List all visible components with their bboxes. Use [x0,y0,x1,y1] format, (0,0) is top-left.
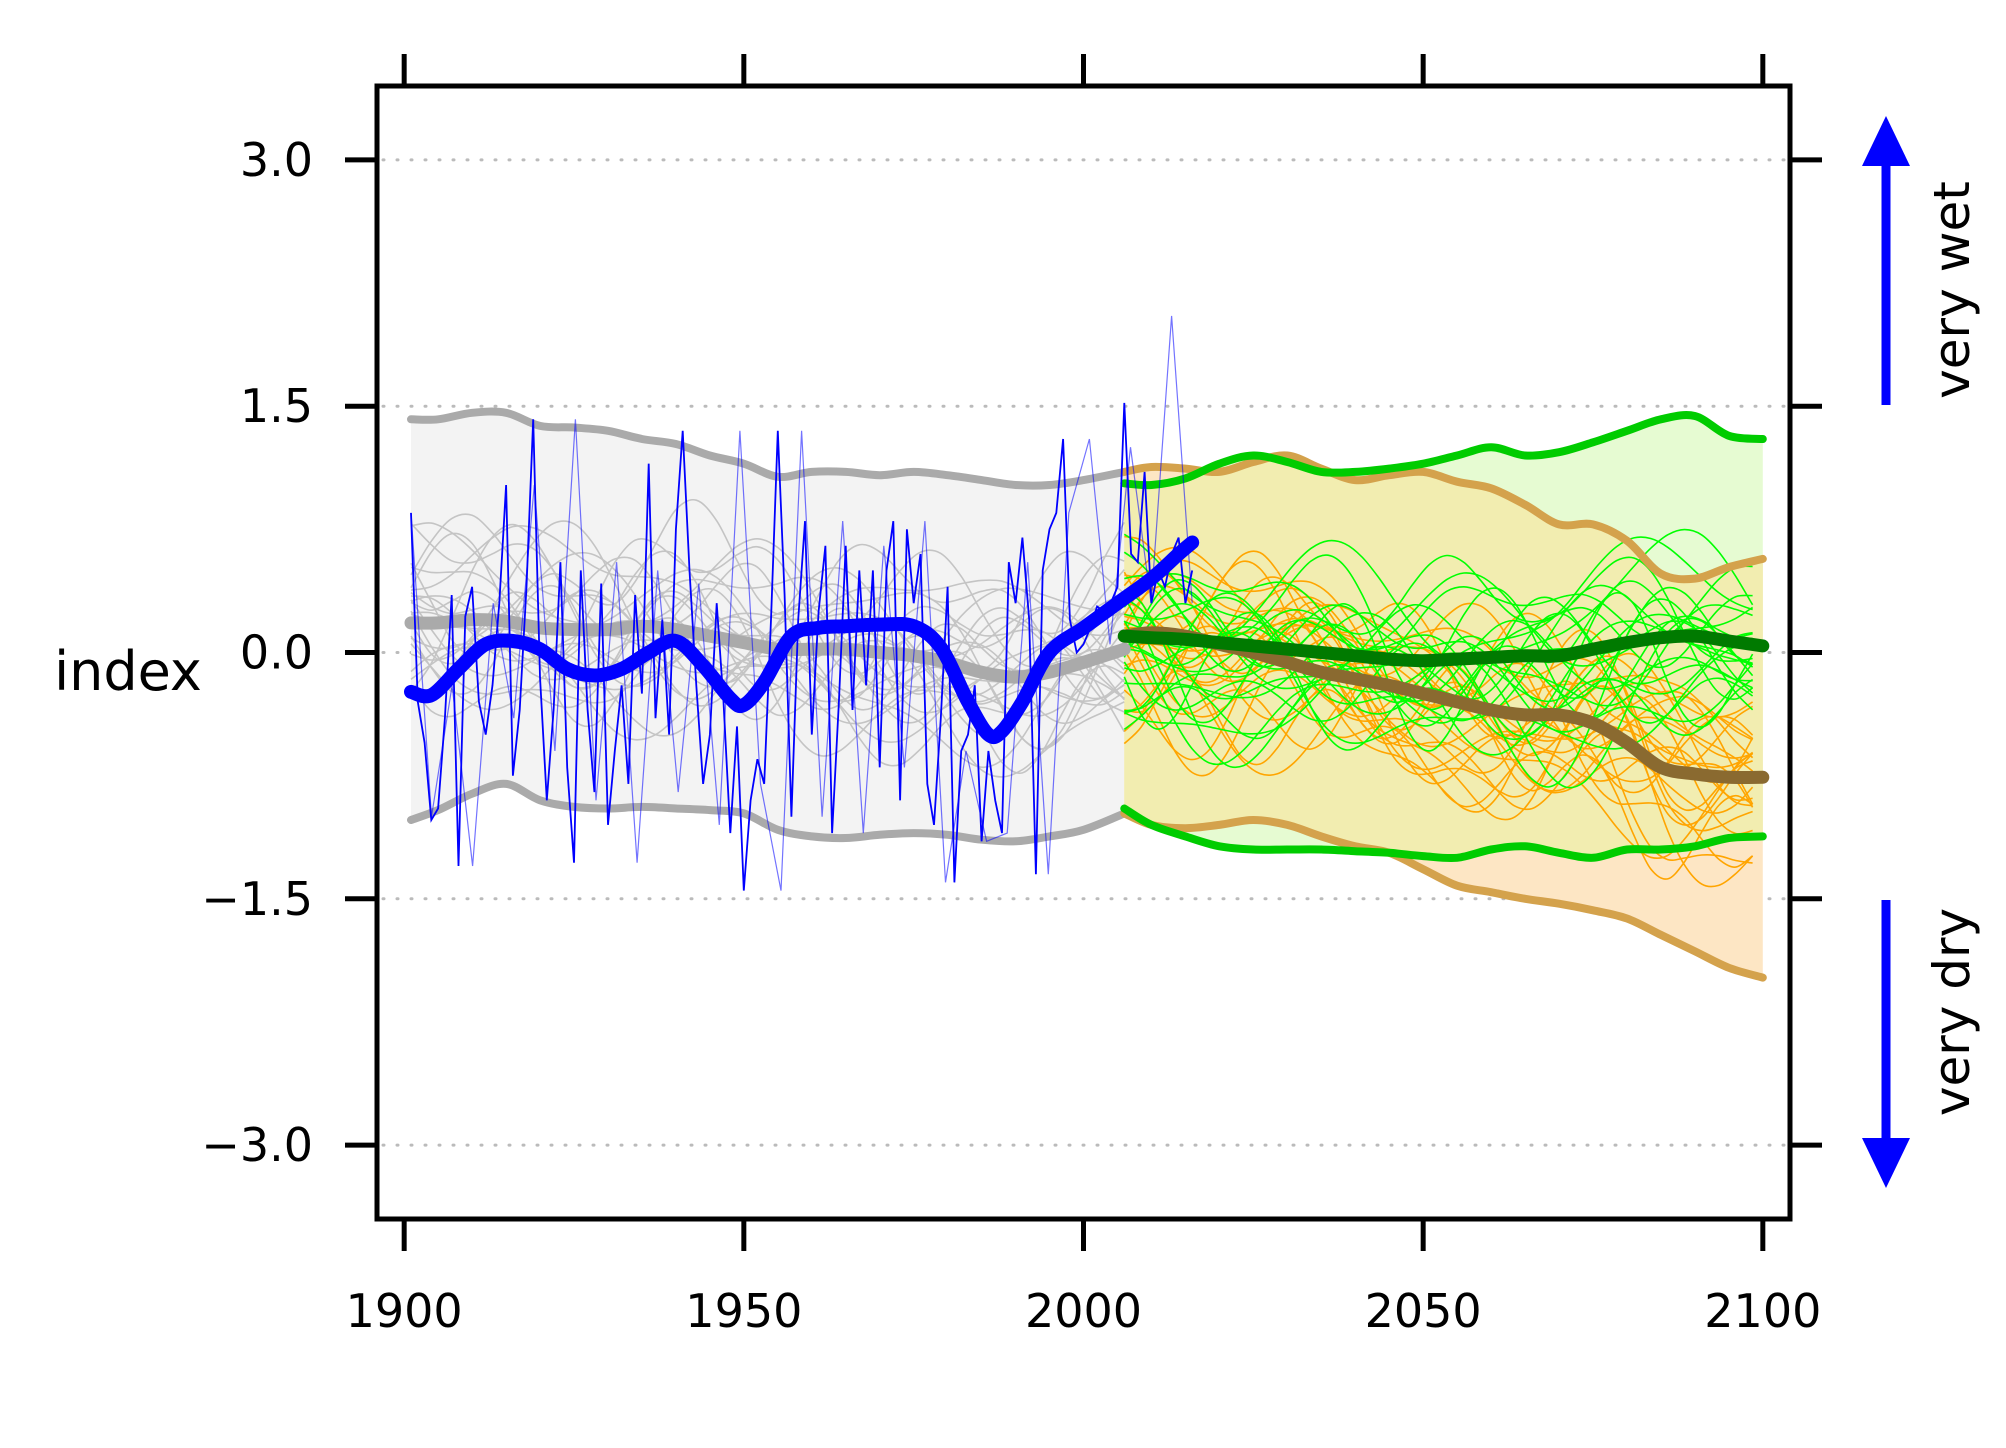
y-tick-label: 1.5 [240,379,313,433]
historical-member-line [410,532,1125,703]
orange-member-line [1123,599,1754,769]
dry-arrow-head [1862,1138,1910,1188]
orange-member-line [1123,630,1754,868]
y-tick-label: 3.0 [240,133,313,187]
x-tick-label: 2100 [1704,1284,1821,1338]
wet-indicator: very wet [1862,116,1981,405]
green-member-line [1124,620,1754,722]
green-member-line [1124,584,1754,745]
dry-indicator: very dry [1862,900,1981,1188]
historical-member-line [410,522,1125,691]
very-wet-label: very wet [1923,181,1981,399]
x-tick-label: 2000 [1025,1284,1142,1338]
very-dry-label: very dry [1923,908,1981,1116]
observed-smoothed-line [404,535,1200,745]
historical-upper-line [407,407,1129,490]
orange-member-line [1123,573,1754,826]
x-tick-label: 1900 [346,1284,463,1338]
green-member-line [1123,596,1753,707]
x-tick-label: 2050 [1365,1284,1482,1338]
series-lines [404,315,1770,982]
y-tick-label: −1.5 [201,872,313,926]
axes: 1900 1950 2000 2050 2100 3.0 1.5 0.0 −1.5 −3.0 [201,54,1822,1338]
green-member-line [1124,554,1753,673]
x-tick-label: 1950 [685,1284,802,1338]
observed-annual-line [410,402,1194,891]
green-upper-line [1120,411,1767,490]
green-member-line [1124,592,1753,724]
orange-upper-line [1120,451,1767,584]
green-member-line [1124,611,1754,751]
green-member-line [1123,580,1753,737]
historical-lower-line [407,779,1129,846]
green-member-line [1123,642,1753,750]
historical-member-line [410,590,1125,711]
historical-member-line [410,520,1126,750]
orange-member-line [1124,576,1754,794]
orange-member-line [1124,596,1753,792]
green-member-line [1123,533,1753,715]
green-mean-line [1117,629,1770,668]
green-member-line [1123,604,1754,733]
green-lower-line [1120,804,1767,863]
y-tick-label: −3.0 [201,1118,313,1172]
orange-lower-line [1120,809,1767,982]
historical-member-line [410,498,1125,695]
historical-member-line [410,595,1125,717]
historical-mean-line [404,613,1131,684]
orange-member-line [1124,632,1754,860]
wet-arrow-head [1862,116,1910,166]
green-member-line [1123,586,1753,727]
y-tick-label: 0.0 [240,626,313,680]
y-axis-label: index [54,640,202,703]
historical-member-line [410,566,1125,714]
orange-member-line [1123,559,1754,742]
